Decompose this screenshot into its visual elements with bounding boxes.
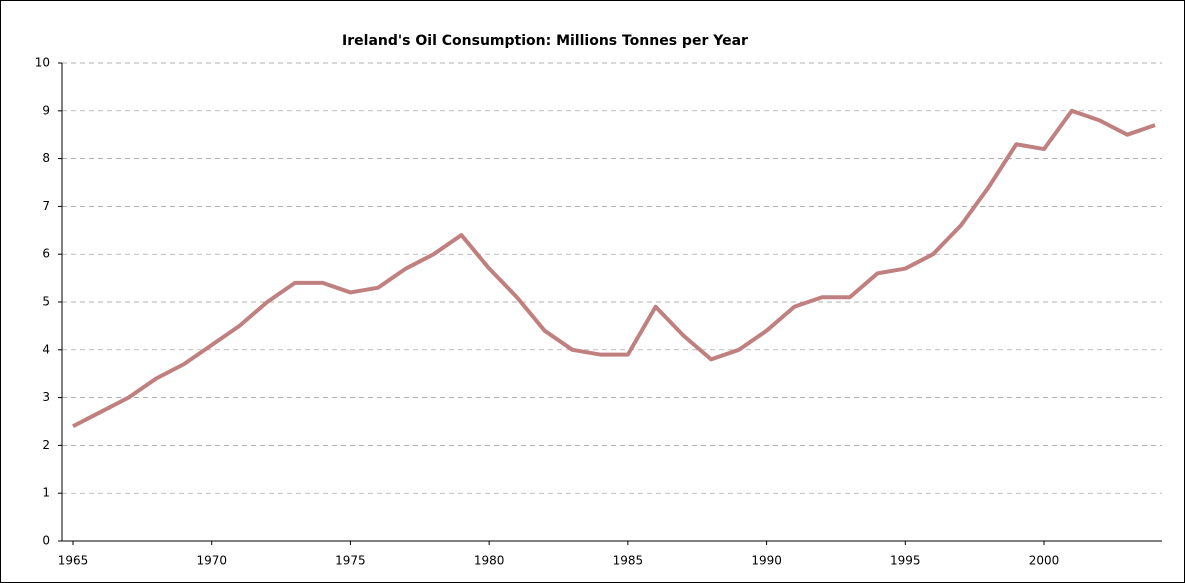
x-tick-label: 1990	[751, 554, 782, 568]
y-tick-label: 3	[42, 390, 50, 404]
x-tick-label: 2000	[1029, 554, 1060, 568]
y-tick-label: 6	[42, 247, 50, 261]
x-tick-label: 1995	[890, 554, 921, 568]
y-tick-label: 10	[35, 56, 50, 70]
line-series	[72, 108, 1156, 429]
y-tick-label: 8	[42, 151, 50, 165]
y-tick-label: 1	[42, 486, 50, 500]
y-tick-label: 2	[42, 438, 50, 452]
x-tick-label: 1975	[335, 554, 366, 568]
y-tick-label: 7	[42, 199, 50, 213]
y-tick-label: 9	[42, 103, 50, 117]
x-tick-label: 1965	[58, 554, 89, 568]
x-tick-label: 1980	[474, 554, 505, 568]
chart-title: Ireland's Oil Consumption: Millions Tonn…	[342, 33, 748, 49]
y-tick-label: 5	[42, 295, 50, 309]
y-tick-label: 0	[42, 534, 50, 548]
x-tick-label: 1970	[196, 554, 227, 568]
y-tick-label: 4	[42, 342, 50, 356]
x-tick-label: 1985	[613, 554, 644, 568]
